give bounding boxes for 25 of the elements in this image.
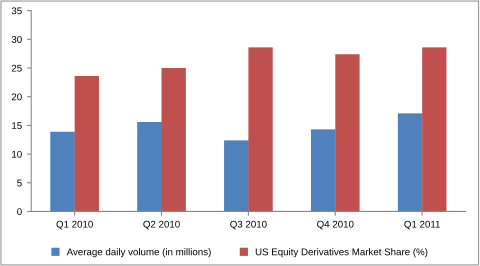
x-tick-label: Q2 2010 bbox=[143, 220, 180, 230]
y-tick-label: 5 bbox=[17, 180, 22, 186]
bar bbox=[422, 47, 446, 212]
bar bbox=[137, 122, 162, 212]
y-tick-label: 15 bbox=[12, 122, 22, 130]
bar bbox=[74, 76, 99, 212]
legend-label: US Equity Derivatives Market Share (%) bbox=[256, 248, 428, 258]
bar bbox=[335, 54, 360, 212]
y-tick-label: 35 bbox=[12, 7, 22, 14]
x-tick-label: Q3 2010 bbox=[230, 220, 267, 230]
bar bbox=[310, 129, 336, 212]
bar bbox=[398, 113, 422, 212]
legend-label: Average daily volume (in millions) bbox=[66, 248, 211, 258]
y-tick-label: 10 bbox=[12, 150, 22, 158]
x-tick-label: Q4 2010 bbox=[317, 220, 354, 230]
bar bbox=[162, 68, 186, 212]
bar bbox=[50, 132, 75, 212]
y-tick-label: 25 bbox=[12, 64, 22, 72]
bar bbox=[248, 47, 273, 212]
x-tick-label: Q1 2011 bbox=[404, 220, 440, 230]
y-tick-label: 20 bbox=[12, 93, 22, 100]
x-tick-label: Q1 2010 bbox=[56, 220, 93, 230]
bar bbox=[224, 140, 248, 212]
y-tick-label: 0 bbox=[17, 208, 22, 216]
y-tick-label: 30 bbox=[12, 36, 22, 43]
